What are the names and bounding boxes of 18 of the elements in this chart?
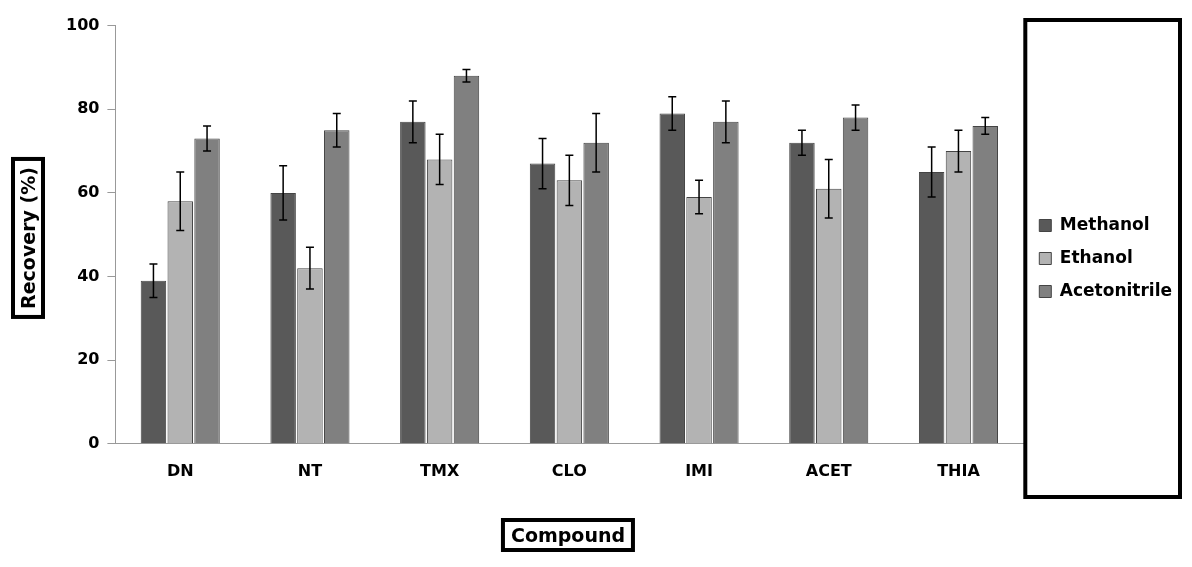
y-tick-label: 60: [77, 182, 100, 202]
y-axis-title: Recovery (%): [17, 167, 39, 309]
x-tick-label: TMX: [420, 460, 460, 480]
x-tick-label: IMI: [685, 460, 713, 480]
y-tick-label: 40: [77, 265, 100, 285]
legend-label: Methanol: [1059, 213, 1150, 234]
x-tick-label: DN: [166, 460, 194, 480]
x-tick-label: NT: [297, 460, 323, 480]
x-axis-title: Compound: [500, 518, 636, 552]
y-tick-label: 100: [65, 14, 100, 34]
y-tick-label: 80: [77, 98, 100, 118]
legend-label: Ethanol: [1059, 246, 1133, 267]
legend-label: Acetonitrile: [1059, 279, 1173, 300]
y-tick-label: 0: [88, 432, 100, 452]
x-tick-label: ACET: [805, 460, 852, 480]
x-tick-label: THIA: [937, 460, 981, 480]
y-tick-label: 20: [77, 349, 100, 369]
x-tick-label: CLO: [551, 460, 587, 480]
